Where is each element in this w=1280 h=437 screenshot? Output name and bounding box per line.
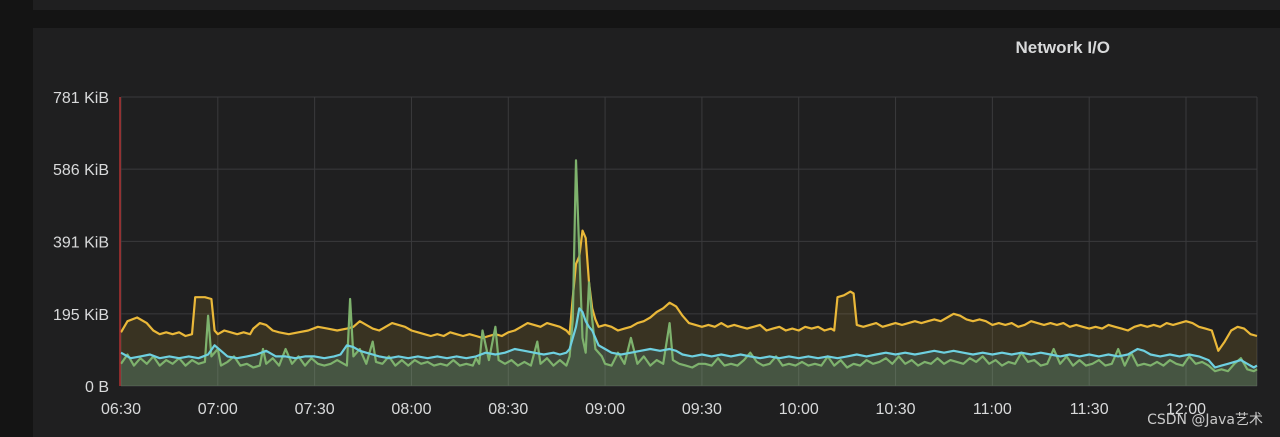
series-area-2 bbox=[121, 160, 1257, 386]
y-tick-label: 781 KiB bbox=[53, 90, 109, 107]
x-tick-label: 07:00 bbox=[198, 401, 238, 418]
y-tick-label: 391 KiB bbox=[53, 234, 109, 251]
x-tick-label: 11:30 bbox=[1070, 401, 1109, 418]
x-tick-label: 09:30 bbox=[682, 401, 722, 418]
y-tick-label: 586 KiB bbox=[53, 162, 109, 179]
series-line-3 bbox=[120, 307, 1258, 369]
y-tick-label: 0 B bbox=[85, 379, 109, 396]
series-area-3 bbox=[121, 308, 1257, 386]
chart-areas bbox=[121, 160, 1257, 386]
watermark-text: CSDN @Java艺术 bbox=[1147, 412, 1263, 428]
top-panel-edge bbox=[33, 0, 1280, 10]
y-tick-label: 195 KiB bbox=[53, 307, 109, 324]
chart-lines bbox=[120, 159, 1258, 373]
x-tick-label: 10:00 bbox=[779, 401, 819, 418]
series-area-1 bbox=[121, 230, 1257, 386]
x-tick-label: 08:00 bbox=[391, 401, 431, 418]
x-tick-label: 09:00 bbox=[585, 401, 625, 418]
chart-grid bbox=[120, 96, 1258, 387]
x-axis-ticks: 06:30 07:00 07:30 08:00 08:30 09:00 09:30 10:00… bbox=[101, 401, 1206, 418]
network-io-panel bbox=[33, 28, 1280, 437]
panel-title[interactable]: Network I/O bbox=[1015, 38, 1110, 57]
x-tick-label: 06:30 bbox=[101, 401, 141, 418]
series-line-1 bbox=[120, 229, 1258, 352]
y-axis-ticks: 0 B 195 KiB 391 KiB 586 KiB 781 KiB bbox=[53, 90, 109, 396]
x-tick-label: 10:30 bbox=[876, 401, 916, 418]
x-tick-label: 11:00 bbox=[973, 401, 1012, 418]
x-tick-label: 08:30 bbox=[488, 401, 528, 418]
x-tick-label: 12:00 bbox=[1166, 401, 1206, 418]
x-tick-label: 07:30 bbox=[295, 401, 335, 418]
